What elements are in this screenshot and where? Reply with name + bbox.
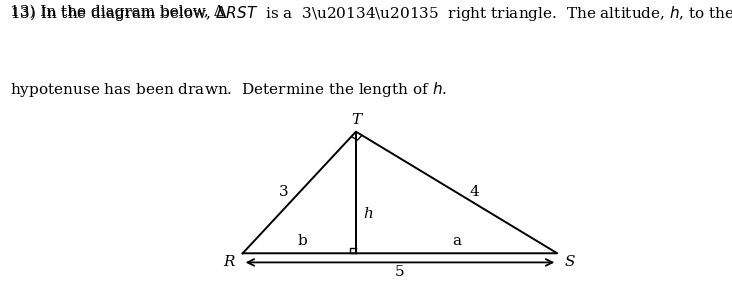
Text: a: a xyxy=(452,234,461,248)
Text: 3: 3 xyxy=(279,185,288,199)
Text: T: T xyxy=(351,112,361,127)
Text: h: h xyxy=(364,207,373,221)
Text: R: R xyxy=(224,255,235,270)
Text: b: b xyxy=(298,234,307,248)
Text: hypotenuse has been drawn.  Determine the length of $h$.: hypotenuse has been drawn. Determine the… xyxy=(10,80,447,99)
Text: 5: 5 xyxy=(395,266,405,279)
Text: 13) In the diagram below, Δ: 13) In the diagram below, Δ xyxy=(10,4,225,19)
Text: 13) In the diagram below, $\Delta RST$  is a  3\u20134\u20135  right triangle.  : 13) In the diagram below, $\Delta RST$ i… xyxy=(10,4,732,23)
Text: 4: 4 xyxy=(469,185,479,199)
Text: S: S xyxy=(565,255,575,270)
